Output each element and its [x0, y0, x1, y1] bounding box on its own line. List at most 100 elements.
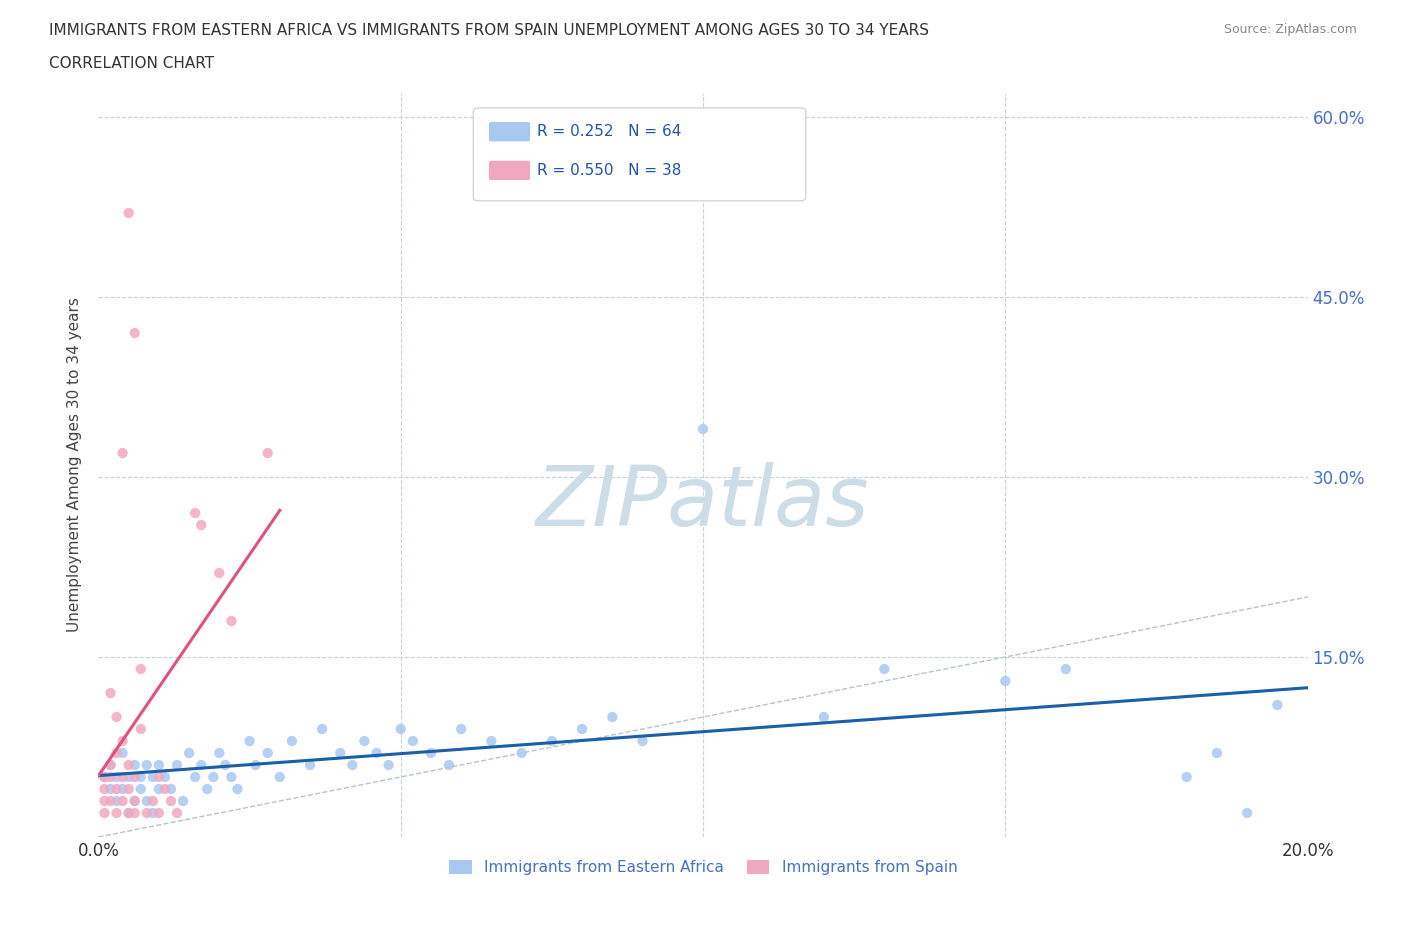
Point — [111, 769, 134, 784]
Point — [221, 614, 243, 629]
Point — [111, 793, 134, 808]
Point — [342, 758, 364, 773]
Point — [994, 673, 1017, 688]
Point — [202, 769, 225, 784]
Point — [221, 769, 243, 784]
FancyBboxPatch shape — [489, 122, 530, 141]
Point — [510, 746, 533, 761]
Point — [142, 793, 165, 808]
Point — [105, 781, 128, 796]
Point — [124, 758, 146, 773]
Point — [105, 793, 128, 808]
Text: R = 0.252   N = 64: R = 0.252 N = 64 — [537, 125, 682, 140]
Text: CORRELATION CHART: CORRELATION CHART — [49, 56, 214, 71]
Point — [135, 758, 157, 773]
Point — [160, 781, 183, 796]
Point — [124, 793, 146, 808]
Point — [420, 746, 443, 761]
Point — [105, 710, 128, 724]
Point — [142, 769, 165, 784]
Point — [100, 793, 122, 808]
Point — [239, 734, 262, 749]
Point — [93, 805, 115, 820]
Point — [129, 722, 152, 737]
Point — [111, 746, 134, 761]
Point — [166, 758, 188, 773]
Point — [873, 661, 896, 676]
Point — [190, 758, 212, 773]
Point — [571, 722, 593, 737]
Point — [160, 793, 183, 808]
Point — [1206, 746, 1229, 761]
Point — [813, 710, 835, 724]
Point — [269, 769, 291, 784]
Point — [111, 445, 134, 460]
Point — [93, 769, 115, 784]
Point — [100, 685, 122, 700]
Point — [481, 734, 503, 749]
Point — [118, 805, 141, 820]
Point — [450, 722, 472, 737]
Point — [366, 746, 388, 761]
Point — [631, 734, 654, 749]
Legend: Immigrants from Eastern Africa, Immigrants from Spain: Immigrants from Eastern Africa, Immigran… — [443, 854, 963, 882]
Point — [1267, 698, 1289, 712]
Text: Source: ZipAtlas.com: Source: ZipAtlas.com — [1223, 23, 1357, 36]
Point — [226, 781, 249, 796]
Point — [195, 781, 218, 796]
Point — [93, 769, 115, 784]
Point — [256, 445, 278, 460]
Point — [118, 769, 141, 784]
Point — [1054, 661, 1077, 676]
Point — [124, 793, 146, 808]
Point — [602, 710, 624, 724]
Point — [153, 781, 176, 796]
Point — [129, 769, 152, 784]
Point — [142, 805, 165, 820]
Point — [166, 805, 188, 820]
Y-axis label: Unemployment Among Ages 30 to 34 years: Unemployment Among Ages 30 to 34 years — [67, 298, 83, 632]
Point — [111, 734, 134, 749]
Point — [377, 758, 399, 773]
Point — [437, 758, 460, 773]
Point — [256, 746, 278, 761]
Point — [172, 793, 194, 808]
Point — [118, 781, 141, 796]
Point — [100, 781, 122, 796]
Point — [148, 805, 170, 820]
FancyBboxPatch shape — [474, 108, 806, 201]
Point — [1175, 769, 1198, 784]
Point — [281, 734, 304, 749]
Point — [100, 758, 122, 773]
Point — [184, 769, 207, 784]
Point — [129, 661, 152, 676]
Text: ZIPatlas: ZIPatlas — [536, 461, 870, 543]
Point — [692, 421, 714, 436]
Point — [105, 769, 128, 784]
Point — [135, 793, 157, 808]
FancyBboxPatch shape — [489, 161, 530, 180]
Point — [179, 746, 201, 761]
Text: IMMIGRANTS FROM EASTERN AFRICA VS IMMIGRANTS FROM SPAIN UNEMPLOYMENT AMONG AGES : IMMIGRANTS FROM EASTERN AFRICA VS IMMIGR… — [49, 23, 929, 38]
Point — [135, 805, 157, 820]
Point — [208, 746, 231, 761]
Point — [124, 769, 146, 784]
Point — [1236, 805, 1258, 820]
Point — [389, 722, 412, 737]
Point — [245, 758, 267, 773]
Point — [105, 746, 128, 761]
Point — [208, 565, 231, 580]
Point — [100, 758, 122, 773]
Point — [402, 734, 425, 749]
Point — [118, 805, 141, 820]
Point — [214, 758, 236, 773]
Point — [93, 793, 115, 808]
Point — [329, 746, 352, 761]
Point — [118, 206, 141, 220]
Point — [299, 758, 322, 773]
Point — [105, 805, 128, 820]
Point — [540, 734, 562, 749]
Point — [148, 781, 170, 796]
Point — [184, 506, 207, 521]
Point — [111, 781, 134, 796]
